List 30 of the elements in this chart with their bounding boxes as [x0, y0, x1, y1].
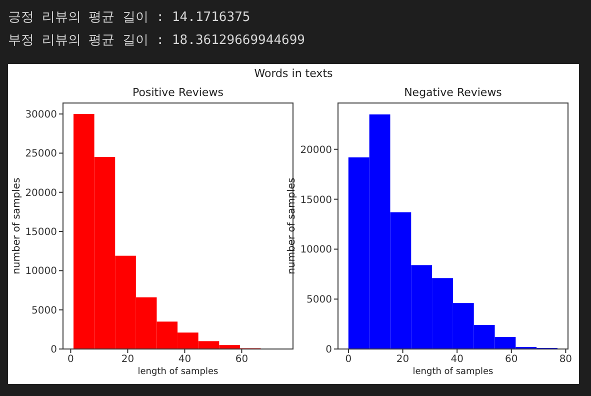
y-axis-title: number of samples: [12, 178, 23, 274]
x-tick-label: 0: [345, 354, 352, 366]
chart-title: Positive Reviews: [132, 86, 224, 99]
x-tick-label: 40: [450, 354, 464, 366]
y-axis-title: number of samples: [286, 178, 298, 274]
x-tick-label: 40: [178, 354, 192, 366]
y-tick-label: 30000: [25, 110, 57, 121]
x-axis-title: length of samples: [138, 367, 219, 377]
y-tick-label: 15000: [25, 227, 57, 238]
text: 부정 리뷰의 평균 길이 : 18.36129669944699: [8, 32, 306, 50]
y-tick-label: 5000: [306, 294, 332, 306]
y-tick-label: 20000: [300, 144, 332, 156]
y-tick-label: 10000: [25, 266, 57, 278]
x-tick-label: 0: [68, 354, 74, 366]
y-tick-label: 25000: [25, 148, 57, 160]
y-tick-label: 10000: [300, 244, 332, 256]
x-tick-label: 80: [559, 354, 572, 366]
x-tick-label: 20: [396, 354, 410, 366]
y-tick-label: 0: [50, 344, 57, 356]
x-tick-label: 60: [505, 354, 518, 366]
chart-title: Negative Reviews: [403, 86, 503, 99]
y-tick-label: 20000: [25, 188, 57, 199]
text: 긍정 리뷰의 평균 길이 : 14.1716375: [8, 9, 252, 27]
x-tick-label: 60: [235, 354, 248, 366]
x-tick-label: 20: [121, 354, 134, 366]
y-tick-label: 5000: [32, 305, 57, 316]
x-axis-title: length of samples: [412, 367, 494, 377]
y-tick-label: 0: [326, 344, 332, 356]
text: Words in texts: [253, 67, 334, 80]
y-tick-label: 15000: [300, 194, 332, 206]
